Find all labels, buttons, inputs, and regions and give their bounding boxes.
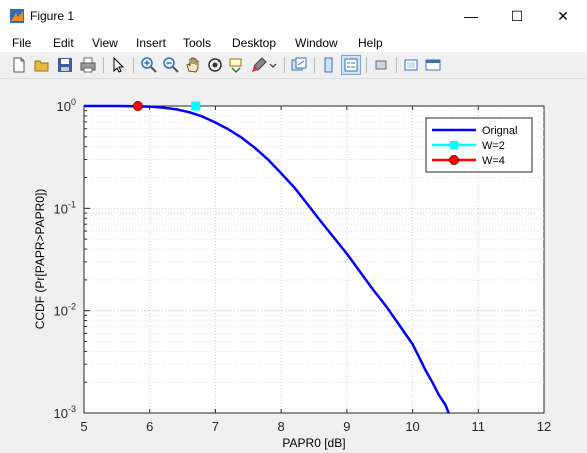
close-button[interactable]: ✕ bbox=[557, 8, 569, 24]
toolbar-separator bbox=[366, 57, 367, 73]
data-cursor-icon[interactable] bbox=[228, 56, 246, 74]
x-tick-label: 8 bbox=[278, 419, 285, 434]
menu-desktop[interactable]: Desktop bbox=[232, 36, 277, 50]
rotate-3d-icon[interactable] bbox=[206, 56, 224, 74]
y-tick-label: 100 bbox=[57, 97, 76, 114]
link-plot-icon[interactable] bbox=[290, 56, 308, 74]
x-tick-label: 7 bbox=[212, 419, 219, 434]
figure-canvas: 5 6 7 8 9 10 11 12 100 10-1 10-2 10-3 Orignal W=2 W=4… bbox=[0, 79, 587, 450]
legend-marker-square bbox=[450, 141, 458, 149]
x-tick-label: 9 bbox=[343, 419, 350, 434]
marker-circle bbox=[132, 101, 143, 111]
matlab-figure-icon bbox=[10, 9, 24, 23]
y-axis-label: CCDF (Pr[PAPR>PAPR0]) bbox=[33, 189, 47, 330]
new-figure-icon[interactable] bbox=[10, 56, 28, 74]
hide-plot-tools-icon[interactable] bbox=[372, 56, 390, 74]
x-tick-label: 5 bbox=[80, 419, 87, 434]
menu-file[interactable]: File bbox=[12, 36, 32, 50]
toolbar-separator bbox=[103, 57, 104, 73]
open-file-icon[interactable] bbox=[33, 56, 51, 74]
x-tick-label: 6 bbox=[146, 419, 153, 434]
x-tick-label: 12 bbox=[537, 419, 551, 434]
brush-icon[interactable] bbox=[250, 56, 268, 74]
insert-legend-icon[interactable] bbox=[341, 55, 361, 75]
figure-toolbar bbox=[0, 52, 587, 79]
menubar: File Edit View Insert Tools Desktop Wind… bbox=[0, 32, 587, 52]
maximize-button[interactable]: ☐ bbox=[510, 8, 524, 24]
dock-figure-icon[interactable] bbox=[424, 56, 442, 74]
insert-colorbar-icon[interactable] bbox=[320, 56, 338, 74]
series-line-orignal bbox=[83, 104, 450, 414]
menu-edit[interactable]: Edit bbox=[53, 36, 74, 50]
window-titlebar: Figure 1 — ☐ ✕ bbox=[0, 0, 587, 32]
zoom-in-icon[interactable] bbox=[140, 56, 158, 74]
window-title: Figure 1 bbox=[30, 9, 75, 23]
show-plot-tools-icon[interactable] bbox=[402, 56, 420, 74]
legend-label: W=4 bbox=[482, 155, 505, 167]
minimize-button[interactable]: — bbox=[464, 8, 478, 24]
x-axis-label: PAPR0 [dB] bbox=[282, 436, 345, 450]
menu-window[interactable]: Window bbox=[295, 36, 338, 50]
zoom-out-icon[interactable] bbox=[162, 56, 180, 74]
edit-plot-arrow-icon[interactable] bbox=[109, 56, 127, 74]
save-icon[interactable] bbox=[56, 56, 74, 74]
axis-ticks: 5 6 7 8 9 10 11 12 100 10-1 10-2 10-3 bbox=[54, 97, 552, 434]
toolbar-separator bbox=[314, 57, 315, 73]
legend-label: Orignal bbox=[482, 125, 517, 137]
legend: Orignal W=2 W=4 bbox=[425, 117, 533, 173]
menu-help[interactable]: Help bbox=[358, 36, 383, 50]
legend-label: W=2 bbox=[482, 140, 505, 152]
pan-hand-icon[interactable] bbox=[184, 56, 202, 74]
x-tick-label: 10 bbox=[405, 419, 419, 434]
toolbar-separator bbox=[133, 57, 134, 73]
plot-series bbox=[83, 101, 450, 414]
print-icon[interactable] bbox=[79, 56, 97, 74]
chevron-down-icon[interactable] bbox=[268, 56, 278, 74]
ccdf-plot[interactable]: 5 6 7 8 9 10 11 12 100 10-1 10-2 10-3 Orignal W=2 W=4… bbox=[0, 79, 587, 450]
legend-marker-circle bbox=[449, 155, 459, 165]
menu-tools[interactable]: Tools bbox=[183, 36, 212, 50]
menu-view[interactable]: View bbox=[92, 36, 118, 50]
y-tick-label: 10-1 bbox=[54, 199, 76, 216]
y-tick-label: 10-3 bbox=[54, 404, 76, 421]
toolbar-separator bbox=[284, 57, 285, 73]
y-tick-label: 10-2 bbox=[54, 302, 76, 319]
x-tick-label: 11 bbox=[472, 419, 486, 434]
menu-insert[interactable]: Insert bbox=[136, 36, 167, 50]
toolbar-separator bbox=[396, 57, 397, 73]
marker-square bbox=[191, 101, 201, 111]
